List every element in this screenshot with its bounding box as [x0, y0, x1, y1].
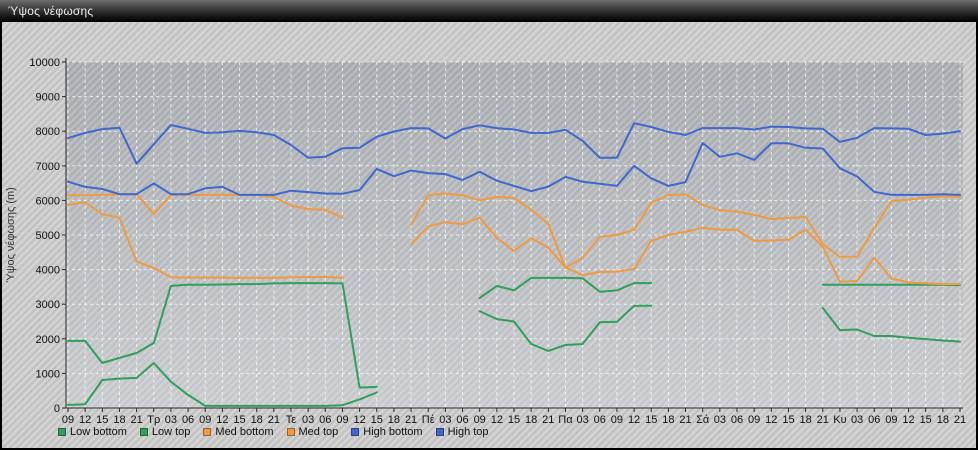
x-axis-tick-labels: 09 12 15 18 21 Τρ 03 06 09 12 15 18 21 Τε 03 06 09 12 15 18…	[62, 414, 966, 426]
x-tick-label: 09	[885, 414, 897, 426]
x-tick-label: 15	[371, 414, 383, 426]
x-tick-label: 15	[645, 414, 657, 426]
chart-area: 0 1000 2000 3000 4000 5000 6000 7000 8000 9000 100…	[0, 22, 978, 450]
x-tick-label: 06	[319, 414, 331, 426]
legend-label: Med bottom	[215, 426, 274, 438]
gridlines	[66, 61, 963, 409]
series-line-low-bottom	[67, 304, 961, 407]
chart-legend: Low bottom Low top Med bottom Med top High b…	[58, 426, 489, 438]
legend-label: Med top	[298, 426, 339, 438]
x-tick-label: 12	[628, 414, 640, 426]
x-tick-label: 09	[474, 414, 486, 426]
y-tick-label: 4000	[36, 265, 60, 277]
legend-swatch-icon	[351, 428, 360, 436]
legend-label: Low bottom	[70, 426, 127, 438]
legend-swatch-icon	[435, 428, 444, 436]
x-tick-label: Σά	[696, 414, 710, 426]
window-title: Ύψος νέφωσης	[8, 4, 94, 18]
y-tick-label: 3000	[36, 299, 60, 311]
x-tick-label: 18	[799, 414, 811, 426]
x-tick-label: Τε	[286, 414, 297, 426]
x-tick-label: 21	[679, 414, 691, 426]
series-line-med-top	[67, 192, 961, 269]
legend-item-med-bottom: Med bottom	[203, 426, 274, 438]
x-tick-label: 03	[302, 414, 314, 426]
x-tick-label: 06	[731, 414, 743, 426]
x-tick-label: 12	[902, 414, 914, 426]
x-tick-label: 18	[937, 414, 949, 426]
axes	[62, 58, 963, 412]
legend-label: High bottom	[363, 426, 423, 438]
y-tick-label: 5000	[36, 230, 60, 242]
y-tick-label: 9000	[36, 92, 60, 104]
legend-swatch-icon	[203, 428, 212, 436]
x-tick-label: 09	[748, 414, 760, 426]
x-tick-label: 09	[336, 414, 348, 426]
legend-item-high-bottom: High bottom	[351, 426, 423, 438]
x-tick-label: 03	[576, 414, 588, 426]
series-line-high-top	[67, 122, 961, 165]
legend-swatch-icon	[139, 428, 148, 436]
x-tick-label: 15	[508, 414, 520, 426]
x-tick-label: 09	[199, 414, 211, 426]
x-tick-label: 09	[611, 414, 623, 426]
y-tick-label: 6000	[36, 195, 60, 207]
y-tick-label: 1000	[36, 368, 60, 380]
legend-item-med-top: Med top	[286, 426, 339, 438]
y-tick-label: 7000	[36, 161, 60, 173]
x-tick-label: Κυ	[833, 414, 846, 426]
y-tick-label: 8000	[36, 126, 60, 138]
x-tick-label: 15	[920, 414, 932, 426]
x-tick-label: 18	[251, 414, 263, 426]
y-tick-label: 2000	[36, 334, 60, 346]
y-tick-label: 0	[54, 403, 60, 415]
legend-swatch-icon	[286, 428, 295, 436]
x-tick-label: 03	[714, 414, 726, 426]
x-tick-label: 03	[165, 414, 177, 426]
x-tick-label: 12	[491, 414, 503, 426]
legend-label: Low top	[151, 426, 191, 438]
x-tick-label: 09	[62, 414, 74, 426]
legend-item-low-top: Low top	[139, 426, 191, 438]
legend-item-high-top: High top	[435, 426, 489, 438]
x-tick-label: 21	[405, 414, 417, 426]
x-tick-label: 12	[79, 414, 91, 426]
x-tick-label: 18	[525, 414, 537, 426]
x-tick-label: Τρ	[147, 414, 160, 426]
x-tick-label: 21	[268, 414, 280, 426]
x-tick-label: 03	[439, 414, 451, 426]
x-tick-label: 15	[782, 414, 794, 426]
x-tick-label: 06	[182, 414, 194, 426]
series-line-high-bottom	[67, 142, 961, 196]
legend-swatch-icon	[58, 428, 66, 436]
x-tick-label: 21	[817, 414, 829, 426]
x-tick-label: 03	[851, 414, 863, 426]
x-tick-label: 21	[954, 414, 966, 426]
y-tick-label: 10000	[29, 57, 60, 69]
x-tick-label: 12	[353, 414, 365, 426]
x-tick-label: 06	[456, 414, 468, 426]
x-tick-label: 06	[594, 414, 606, 426]
x-tick-label: 21	[542, 414, 554, 426]
x-tick-label: 12	[765, 414, 777, 426]
y-axis-title: Ύψος νέφωσης (m)	[5, 187, 17, 283]
x-tick-label: 18	[113, 414, 125, 426]
series-line-med-bottom	[67, 201, 961, 286]
y-axis-tick-labels: 0 1000 2000 3000 4000 5000 6000 7000 8000 9000 100…	[29, 57, 60, 415]
window-titlebar[interactable]: Ύψος νέφωσης	[0, 0, 978, 22]
x-tick-label: 21	[130, 414, 142, 426]
legend-item-low-bottom: Low bottom	[58, 426, 127, 438]
cloud-height-chart: 0 1000 2000 3000 4000 5000 6000 7000 8000 9000 100…	[5, 57, 966, 426]
x-tick-label: 18	[388, 414, 400, 426]
x-tick-label: 15	[96, 414, 108, 426]
x-tick-label: 15	[233, 414, 245, 426]
x-tick-label: 12	[216, 414, 228, 426]
x-tick-label: 06	[868, 414, 880, 426]
legend-label: High top	[447, 426, 489, 438]
x-tick-label: Πέ	[422, 414, 435, 426]
x-tick-label: Πα	[558, 414, 573, 426]
x-tick-label: 18	[662, 414, 674, 426]
